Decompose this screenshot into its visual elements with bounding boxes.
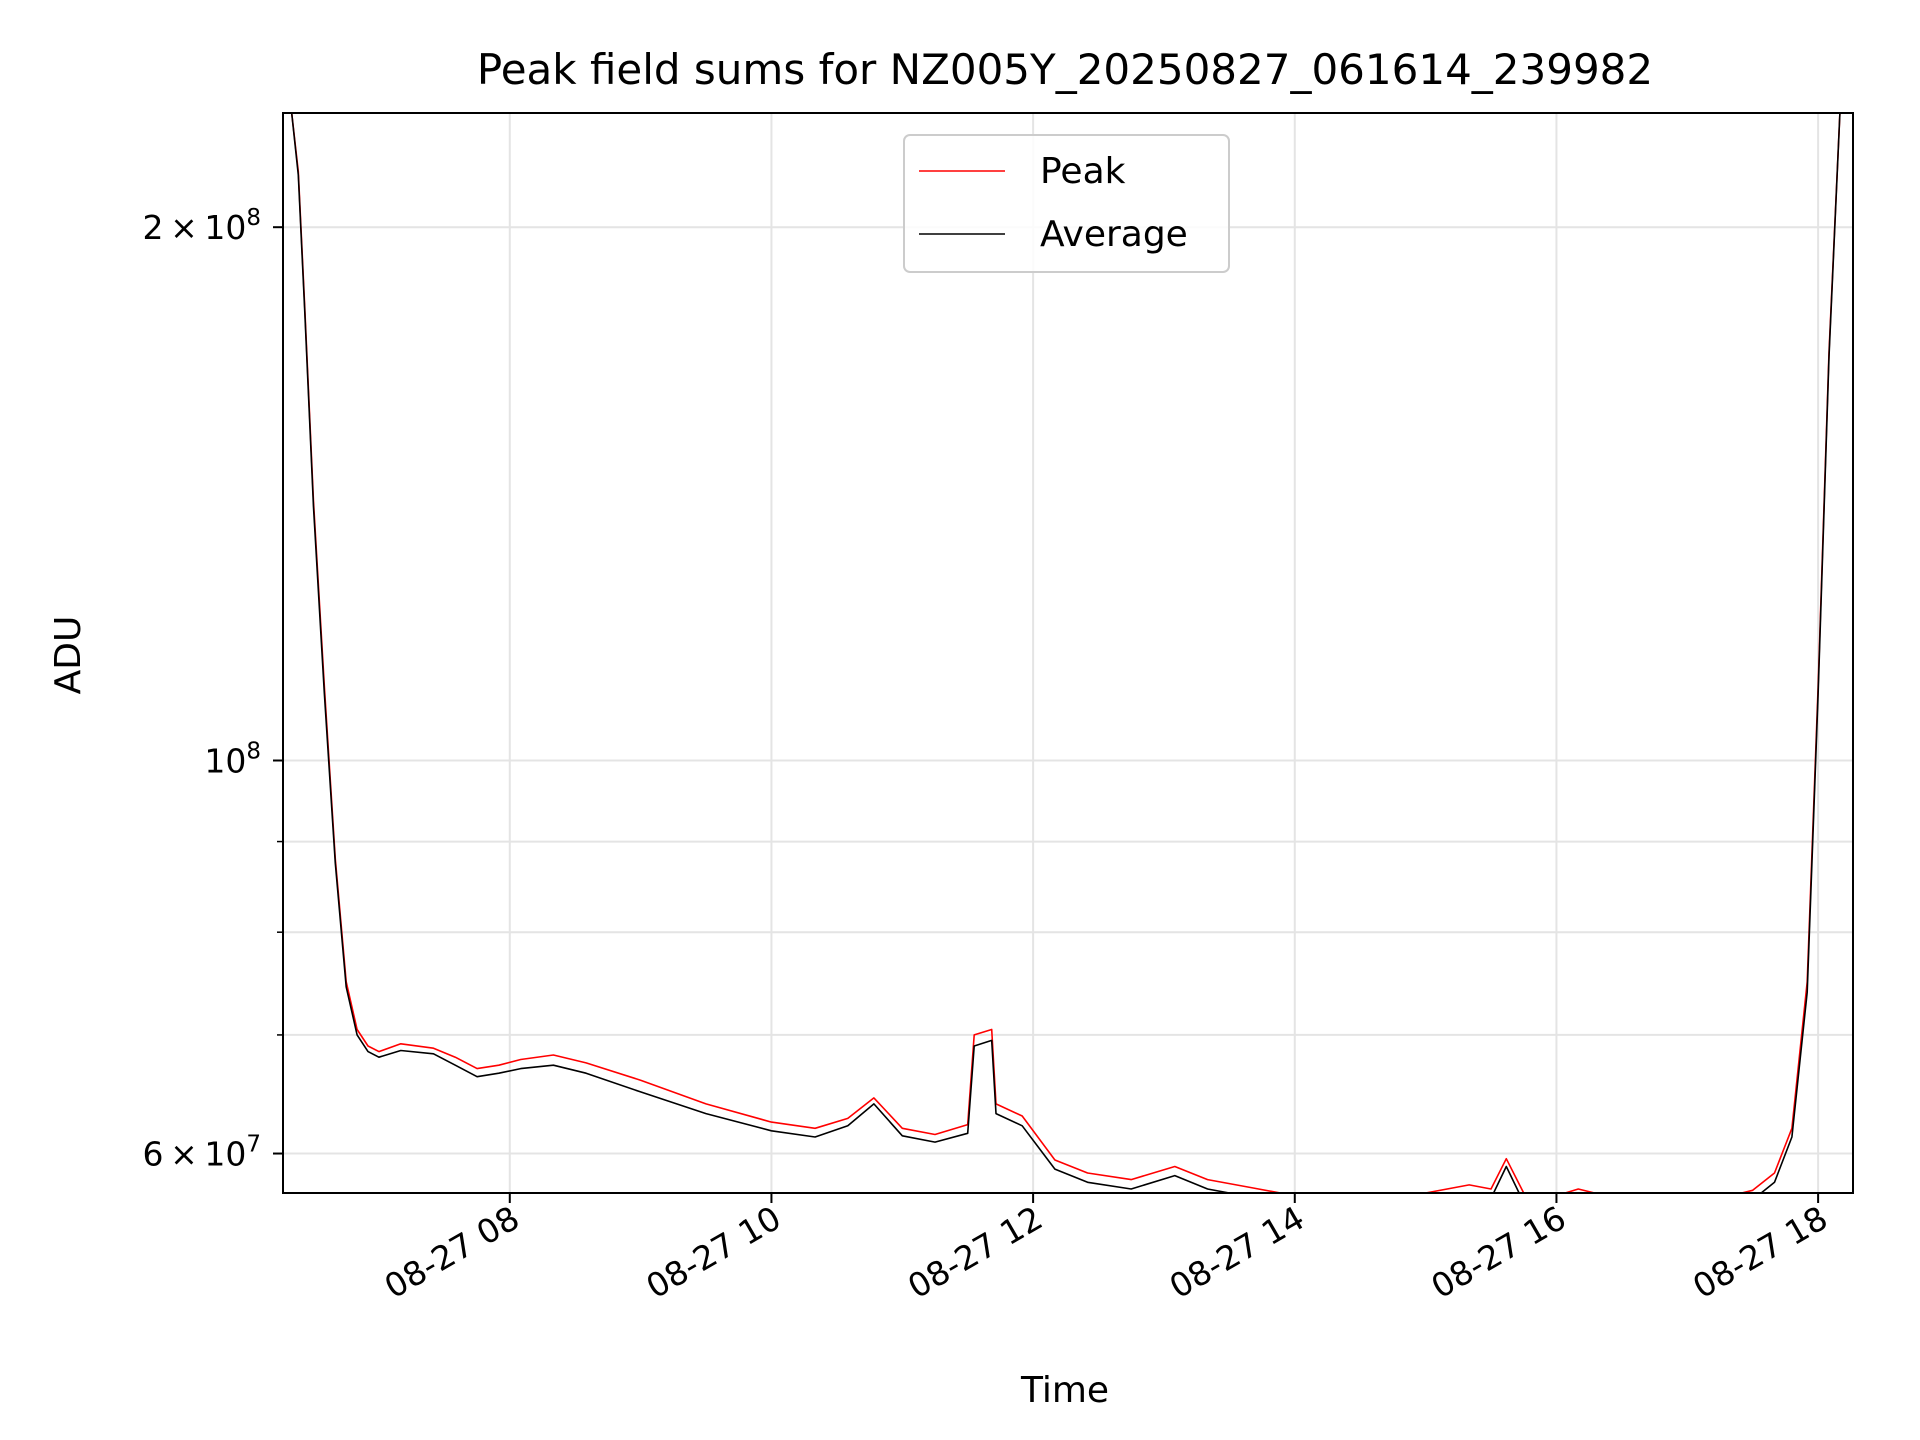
chart-title: Peak field sums for NZ005Y_20250827_0616…: [477, 45, 1653, 94]
legend: Peak Average: [903, 134, 1230, 273]
y-tick-label: 6 × 107: [143, 1132, 261, 1174]
series-line-average: [290, 113, 1841, 1193]
y-axis-label: ADU: [48, 616, 89, 695]
y-tick-label: 108: [204, 739, 261, 781]
series-line-peak: [290, 113, 1841, 1193]
legend-label-peak: Peak: [1040, 151, 1126, 192]
legend-box: [903, 134, 1230, 273]
legend-label-average: Average: [1040, 214, 1188, 255]
series-layer: [290, 113, 1841, 1193]
y-tick-label: 2 × 108: [143, 205, 261, 247]
x-axis-label: Time: [1020, 1370, 1109, 1411]
grid-lines: [283, 113, 1853, 1193]
axes-frame: [282, 112, 1854, 1194]
